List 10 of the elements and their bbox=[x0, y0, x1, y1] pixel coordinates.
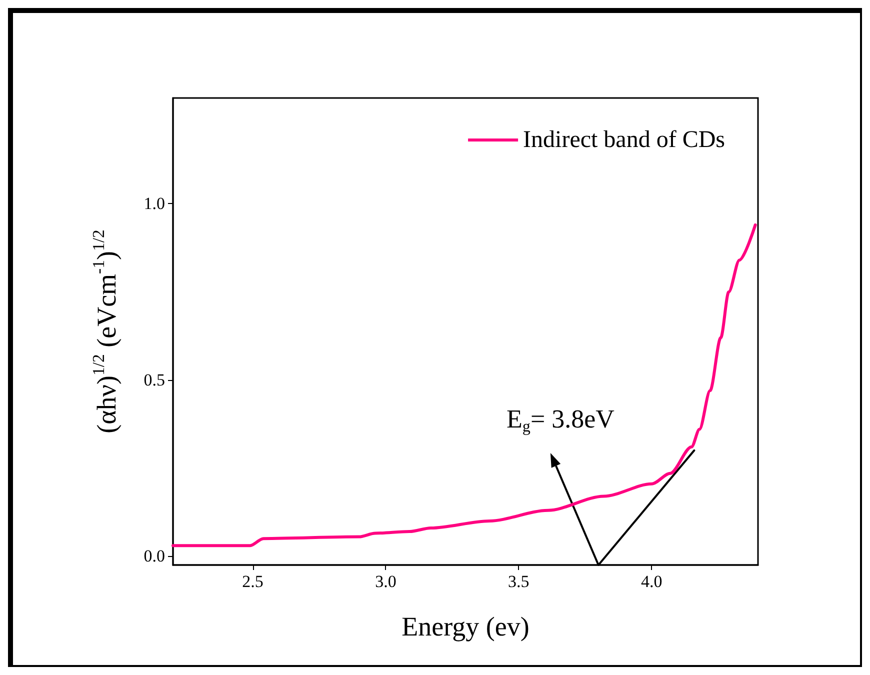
y-tick-label: 0.5 bbox=[144, 370, 165, 390]
y-tick-label: 1.0 bbox=[144, 194, 165, 214]
x-axis-title: Energy (ev) bbox=[402, 612, 530, 642]
x-tick-label: 3.5 bbox=[508, 572, 530, 591]
y-axis-title: (αhν)1/2 (eVcm-1)1/2 bbox=[89, 230, 122, 434]
legend-label: Indirect band of CDs bbox=[523, 127, 726, 153]
x-tick-label: 3.0 bbox=[375, 572, 396, 591]
x-tick-label: 4.0 bbox=[641, 572, 662, 591]
x-tick-label: 2.5 bbox=[242, 572, 264, 591]
y-tick-label: 0.0 bbox=[144, 546, 165, 566]
